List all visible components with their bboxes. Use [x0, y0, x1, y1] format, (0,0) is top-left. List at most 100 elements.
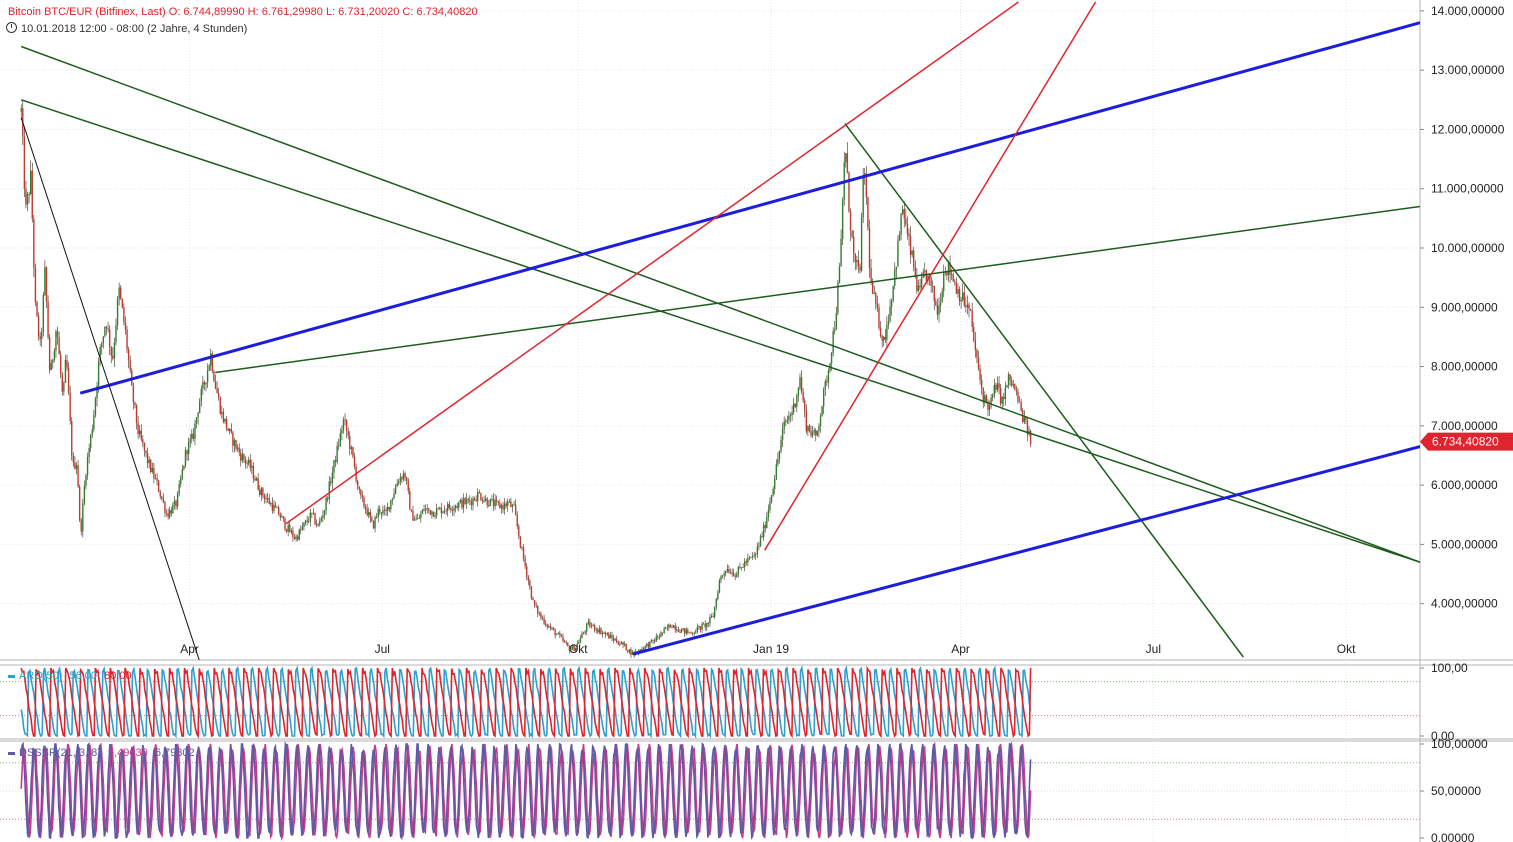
candle: [658, 636, 661, 638]
candle: [459, 500, 462, 503]
x-tick-label: Okt: [569, 642, 588, 656]
candle: [456, 506, 458, 508]
candle: [206, 370, 209, 383]
candle: [298, 529, 300, 540]
candles[interactable]: [20, 100, 1032, 659]
candle: [769, 501, 771, 511]
candle: [233, 440, 236, 446]
candle: [326, 498, 329, 500]
candle: [167, 513, 169, 518]
candle: [917, 285, 920, 291]
candle: [213, 371, 215, 382]
candle: [586, 623, 588, 632]
candle: [454, 506, 457, 509]
candle: [729, 572, 732, 574]
candle: [502, 505, 504, 510]
candle: [208, 365, 210, 371]
trend-line: [79, 21, 1420, 395]
candle: [390, 500, 392, 510]
candle: [936, 305, 939, 315]
aro-legend-swatch: [8, 674, 15, 678]
aro-legend[interactable]: ARO(50) 56,00 80,00: [8, 670, 132, 682]
candle: [184, 450, 187, 466]
candle: [282, 516, 285, 519]
candle: [516, 514, 518, 527]
candle: [600, 628, 602, 635]
candle: [571, 645, 574, 649]
candle: [334, 460, 337, 463]
candle: [320, 518, 323, 521]
candle: [118, 287, 120, 299]
candle: [766, 517, 768, 529]
candle: [232, 432, 234, 446]
dssbr-legend[interactable]: DSSBR(21, 3, 8) 5,49630 6,79802: [8, 747, 195, 759]
candle: [878, 307, 880, 328]
candle: [804, 400, 806, 410]
candle: [570, 648, 572, 651]
candle: [990, 397, 992, 406]
candle: [230, 428, 233, 433]
candle: [442, 511, 444, 514]
candle: [478, 492, 481, 494]
candle: [706, 622, 708, 628]
candle: [977, 357, 980, 369]
candle: [369, 511, 372, 518]
candle: [807, 425, 809, 432]
candle: [886, 324, 888, 340]
candle: [974, 339, 977, 350]
candle: [849, 211, 852, 231]
candle: [263, 495, 266, 500]
candle: [725, 571, 727, 574]
candle: [170, 510, 172, 514]
candle: [687, 629, 689, 633]
candle: [211, 353, 214, 372]
candle: [113, 342, 116, 359]
candle: [612, 637, 615, 641]
trend-lines: [20, 1, 1420, 660]
candle: [484, 498, 487, 501]
candle: [508, 501, 511, 503]
candle: [222, 411, 225, 422]
candle: [197, 412, 199, 418]
candle: [593, 624, 596, 630]
candle: [606, 633, 608, 635]
candle: [349, 435, 351, 450]
candle: [522, 547, 525, 559]
candle: [338, 445, 340, 447]
dssbr-legend-swatch: [8, 751, 15, 755]
candle: [110, 346, 112, 356]
candle: [96, 385, 98, 399]
candle: [540, 613, 542, 618]
aro-series-1: [20, 665, 1032, 739]
candle: [412, 510, 414, 521]
x-tick-label: Okt: [1337, 642, 1356, 656]
candle: [913, 250, 915, 268]
candle: [1014, 384, 1016, 390]
candle: [683, 628, 686, 634]
candle: [840, 238, 842, 267]
candle: [642, 648, 645, 650]
candle: [963, 292, 965, 306]
candle: [90, 434, 92, 448]
candle: [407, 481, 409, 491]
candle: [770, 494, 773, 502]
candle: [462, 498, 465, 508]
candle: [328, 481, 330, 500]
candle: [342, 419, 345, 431]
candle: [246, 463, 248, 465]
candle: [214, 381, 217, 389]
candle: [491, 498, 493, 500]
candle: [488, 505, 490, 507]
candle: [428, 508, 430, 511]
candle: [616, 639, 618, 643]
candle: [426, 508, 428, 510]
candle: [680, 629, 683, 633]
candle: [37, 315, 40, 337]
candle: [998, 383, 1000, 388]
candle: [958, 289, 961, 302]
candle: [875, 293, 877, 305]
candle: [180, 478, 182, 485]
candle: [300, 529, 302, 531]
candle: [887, 321, 890, 325]
